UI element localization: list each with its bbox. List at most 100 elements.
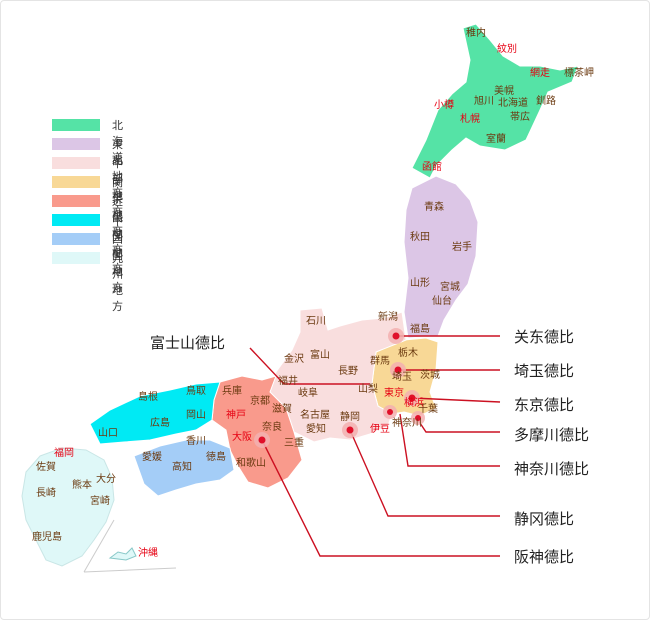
- legend-label: 中国地方: [112, 214, 123, 275]
- legend-swatch: [52, 214, 100, 226]
- legend-swatch: [52, 195, 100, 207]
- okinawa-inset-border: [83, 519, 115, 573]
- place-labels: 稚内 紋別 網走 標茶岬 美幌 旭川 北海道 釧路 小樽 札幌 帯広 室蘭 函館…: [32, 26, 594, 559]
- label-otaru: 小樽: [434, 98, 454, 111]
- legend-label: 東北地方: [112, 138, 123, 199]
- leader-shizuoka: [349, 429, 500, 517]
- label-muroran: 室蘭: [486, 132, 506, 145]
- region-chugoku[interactable]: [89, 381, 221, 445]
- leader-fuji: [249, 347, 370, 385]
- label-hyogo: 兵庫: [222, 384, 242, 397]
- label-bihoro: 美幌: [494, 84, 514, 97]
- leader-tama: [417, 419, 500, 433]
- legend-label: 中部地方: [112, 157, 123, 218]
- label-okinawa: 沖縄: [138, 546, 158, 559]
- label-izu: 伊豆: [370, 423, 390, 435]
- leader-kanagawa: [399, 413, 500, 467]
- callout-kanto-derby: 关东德比: [514, 328, 575, 346]
- leader-lines: [249, 335, 501, 557]
- label-kagoshima: 鹿児島: [32, 530, 62, 543]
- label-kyoto: 京都: [250, 394, 270, 407]
- label-yokohama: 横浜: [404, 396, 424, 409]
- label-tokushima: 徳島: [206, 450, 226, 463]
- label-toyama: 富山: [310, 348, 330, 361]
- label-yamaguchi: 山口: [98, 427, 118, 439]
- legend-label: 四国地方: [112, 233, 123, 294]
- label-fukui: 福井: [278, 374, 298, 387]
- label-aichi: 愛知: [306, 422, 326, 435]
- label-sapporo: 札幌: [460, 112, 480, 125]
- label-abashiri: 網走: [530, 66, 550, 79]
- label-nara: 奈良: [262, 420, 282, 433]
- label-shiga: 滋賀: [272, 402, 292, 415]
- callout-tama-derby: 多摩川德比: [514, 426, 590, 444]
- label-ishikawa: 石川: [306, 316, 326, 327]
- legend-label: 近畿地方: [112, 195, 123, 256]
- legend-swatch: [52, 119, 100, 131]
- legend-swatch: [52, 233, 100, 245]
- callout-saitama-derby: 埼玉德比: [514, 362, 575, 380]
- region-shikoku[interactable]: [133, 439, 235, 497]
- label-shibetsu: 標茶岬: [564, 66, 594, 79]
- label-obihiro: 帯広: [510, 110, 530, 123]
- label-chiba: 千葉: [418, 402, 438, 415]
- legend-swatch: [52, 157, 100, 169]
- label-mie: 三重: [284, 436, 304, 449]
- region-tohoku[interactable]: [403, 175, 479, 339]
- label-fukushima: 福島: [410, 322, 430, 335]
- label-kumamoto: 熊本: [72, 478, 92, 491]
- label-mombetsu: 紋別: [497, 42, 517, 55]
- region-kinki[interactable]: [211, 375, 303, 489]
- label-kanazawa: 金沢: [284, 352, 304, 365]
- okinawa-inset-base: [83, 567, 177, 573]
- label-kagawa: 香川: [186, 435, 206, 447]
- label-miyagi: 宮城: [440, 280, 460, 293]
- label-fukuoka: 福岡: [54, 446, 74, 459]
- label-hakodate: 函館: [422, 160, 442, 173]
- label-hokkaido: 北海道: [498, 96, 528, 109]
- label-hiroshima: 広島: [150, 416, 170, 429]
- label-tottori: 鳥取: [186, 384, 206, 397]
- legend-label: 関東地方: [112, 176, 123, 237]
- region-okinawa[interactable]: [108, 547, 137, 561]
- label-osaka: 大阪: [232, 430, 252, 443]
- legend-swatch: [52, 252, 100, 264]
- legend-swatch: [52, 176, 100, 188]
- label-sendai: 仙台: [432, 294, 452, 307]
- label-shimane: 島根: [138, 390, 158, 403]
- label-ehime: 愛媛: [142, 450, 162, 463]
- markers: [254, 328, 425, 448]
- legend-label: 北海道: [112, 119, 123, 164]
- label-wakkanai: 稚内: [466, 26, 486, 39]
- label-iwate: 岩手: [452, 240, 472, 253]
- label-tokyo: 東京: [384, 386, 404, 399]
- legend-swatch: [52, 138, 100, 150]
- label-akita: 秋田: [410, 230, 430, 243]
- label-yamanashi: 山梨: [358, 382, 378, 395]
- region-hokkaido[interactable]: [411, 23, 579, 179]
- label-gifu: 岐阜: [298, 386, 318, 399]
- callout-fuji-derby: 富士山德比: [150, 334, 226, 352]
- legend-label: 九州地方: [112, 252, 123, 313]
- callout-shizuoka-derby: 静冈德比: [514, 510, 575, 528]
- callout-hanshin-derby: 阪神德比: [514, 548, 575, 566]
- label-saitama: 埼玉: [392, 370, 412, 383]
- label-gunma: 群馬: [370, 354, 390, 367]
- label-aomori: 青森: [424, 200, 444, 213]
- label-shizuoka: 静岡: [340, 410, 360, 423]
- label-tochigi: 栃木: [398, 346, 418, 359]
- label-asahikawa: 旭川: [474, 95, 494, 107]
- label-ibaraki: 茨城: [420, 368, 440, 381]
- region-kyushu[interactable]: [21, 447, 115, 567]
- label-okayama: 岡山: [186, 409, 206, 421]
- label-nagasaki: 長崎: [36, 486, 56, 499]
- label-kochi: 高知: [172, 460, 192, 473]
- label-yamagata: 山形: [410, 277, 430, 289]
- callout-kanagawa-derby: 神奈川德比: [514, 460, 590, 478]
- leader-tokyo: [411, 397, 501, 403]
- label-nagano: 長野: [338, 365, 358, 377]
- label-wakayama: 和歌山: [236, 456, 266, 469]
- label-kobe: 神戸: [226, 408, 246, 421]
- label-nagoya: 名古屋: [300, 408, 330, 421]
